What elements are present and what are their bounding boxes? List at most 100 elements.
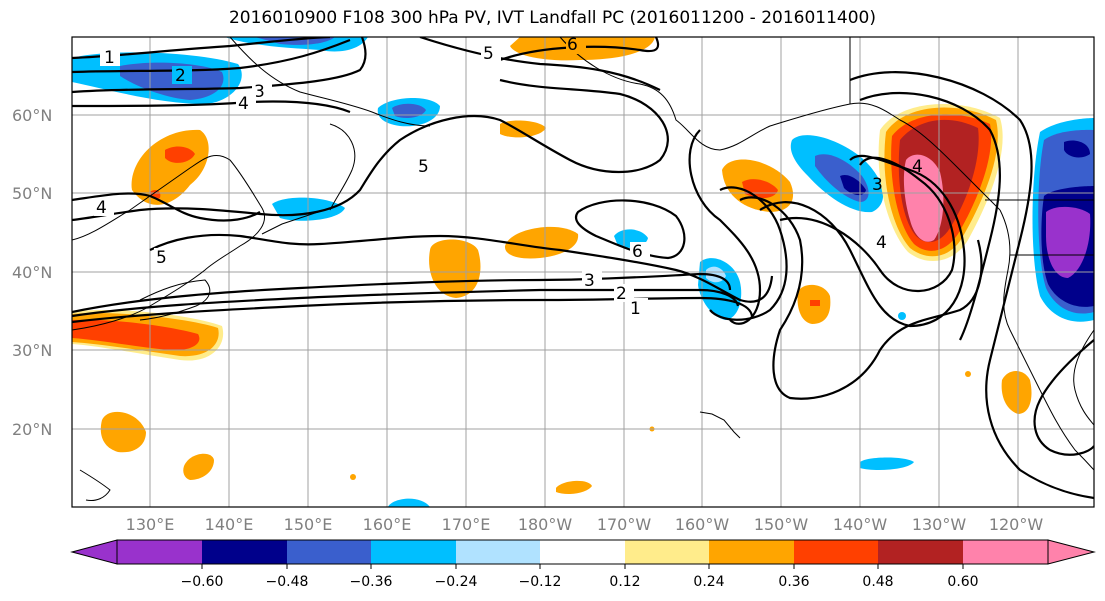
colorbar-tick-label: 0.60 [947,574,978,590]
map-frame [71,36,1095,508]
contour-e-coast [1033,339,1094,456]
contour-5-loop [72,78,669,222]
lon-label: 130°E [126,515,175,534]
contour-label: 4 [96,198,107,218]
lat-labels: 60°N 50°N 40°N 30°N 20°N [12,106,52,439]
lon-label: 180°W [518,515,573,534]
contour-wave-b [709,186,788,321]
contour-label: 4 [238,94,249,114]
lon-label: 140°W [833,515,888,534]
contour-label: 1 [630,299,641,319]
contour-1 [72,296,754,324]
coast-alaska [559,37,1001,211]
contour-label: 5 [156,248,167,268]
colorbar-tick-label: −0.12 [519,574,562,590]
contour-outer [849,71,1094,500]
shade-orange-small [500,120,546,138]
contour-2 [72,288,740,318]
lat-label: 30°N [12,341,52,360]
lon-label: 160°E [363,515,412,534]
contour-6-north [499,37,660,62]
colorbar-tick-label: 0.24 [693,574,724,590]
shade-cyan-bottom [388,498,430,507]
contour-label: 4 [876,233,887,253]
shade-cyan-17n [860,457,914,470]
shade-top-blue [255,37,335,45]
colorbar-tick-label: 0.48 [862,574,893,590]
colorbar-seg [371,540,456,564]
colorbar-tick-label: −0.60 [181,574,224,590]
shade-red-35n [810,300,820,306]
colorbar: −0.60 −0.48 −0.36 −0.24 −0.12 0.12 0.24 … [70,539,1096,590]
shade-blue-60n [392,103,426,118]
shade-orange-40n [429,239,481,298]
colorbar-seg [287,540,371,564]
shade-navy-e2 [1064,140,1090,158]
shade-orange-17n [183,453,214,480]
colorbar-seg [963,540,1048,564]
contour-4-w [72,192,261,222]
contour-wave-c [739,196,983,400]
contour-label: 3 [584,271,595,291]
colorbar-seg [709,540,794,564]
lon-label: 150°E [284,515,333,534]
pv-contours [72,37,1094,500]
contour-label: 6 [567,35,578,55]
coast-islands-w [79,469,111,501]
lat-label: 40°N [12,263,52,282]
coast-mexico [1073,329,1094,426]
lon-label: 160°W [675,515,730,534]
contour-3 [72,272,732,314]
coast-asia [72,155,265,331]
colorbar-tick-label: −0.36 [350,574,393,590]
colorbar-seg [794,540,878,564]
colorbar-seg [625,540,709,564]
colorbar-seg [202,540,287,564]
shade-red-w [165,146,195,163]
colorbar-tick-label: −0.48 [266,574,309,590]
contour-outer2 [859,91,1001,341]
colorbar-seg [456,540,540,564]
lat-label: 20°N [12,420,52,439]
colorbar-seg [540,540,625,564]
colorbar-right-extend [1047,539,1096,565]
coast-kamchatka [329,123,356,211]
contour-label: 5 [483,44,494,64]
contour-labels: 1 2 3 4 5 6 5 4 5 6 3 [94,35,923,319]
lat-label: 50°N [12,184,52,203]
shade-orange-bottom [556,480,592,494]
lon-label: 130°W [912,515,967,534]
shade-orange-22n [100,411,146,453]
shade-nw-blue [120,62,224,100]
coast-hawaii [699,411,741,439]
colorbar-tick-label: −0.24 [435,574,478,590]
map-title: 2016010900 F108 300 hPa PV, IVT Landfall… [228,8,876,28]
shade-dot-4 [898,312,906,320]
shade-orange-w [131,129,209,205]
coast-us [1039,389,1094,471]
gridlines [72,37,1094,507]
contour-label: 1 [104,48,115,68]
contour-label: 3 [254,82,265,102]
shade-dot-3 [965,371,971,377]
contour-label: 5 [418,157,429,177]
lon-label: 170°E [442,515,491,534]
contour-label: 6 [632,242,643,262]
colorbar-seg [117,540,202,564]
lon-label: 120°W [989,515,1044,534]
contour-label: 4 [912,157,923,177]
shade-dot-1 [350,474,356,480]
contour-wave-e [779,156,956,293]
contour-3-north [72,37,367,94]
lon-label: 170°W [597,515,652,534]
contour-6-loop [574,199,686,260]
colorbar-tick-label: 0.36 [778,574,809,590]
colorbar-left-extend [70,539,118,565]
contour-2-north [72,38,351,74]
colorbar-seg [878,540,963,564]
contour-5-north [419,37,661,91]
colorbar-tick-label: 0.12 [609,574,640,590]
shade-purple-e [1046,206,1091,278]
lat-label: 60°N [12,106,52,125]
